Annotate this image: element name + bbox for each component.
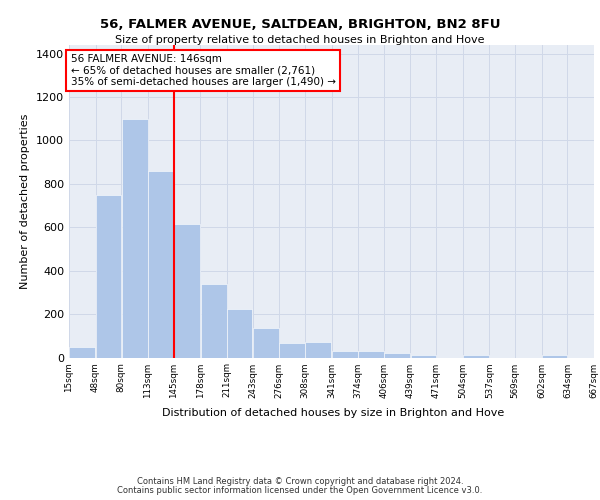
Bar (148, 171, 173, 358)
Text: Size of property relative to detached houses in Brighton and Hove: Size of property relative to detached ho… (115, 35, 485, 45)
Text: Contains public sector information licensed under the Open Government Licence v3: Contains public sector information licen… (118, 486, 482, 495)
Bar (200, 284, 227, 358)
Bar (122, 119, 148, 358)
Bar (542, 355, 567, 358)
Bar (96, 194, 121, 358)
Bar (69, 346, 95, 358)
Bar (358, 351, 383, 358)
Text: Distribution of detached houses by size in Brighton and Hove: Distribution of detached houses by size … (162, 408, 504, 418)
Bar (332, 351, 358, 358)
Bar (410, 355, 436, 358)
Y-axis label: Number of detached properties: Number of detached properties (20, 114, 31, 289)
Bar (253, 328, 279, 358)
Text: 56 FALMER AVENUE: 146sqm
← 65% of detached houses are smaller (2,761)
35% of sem: 56 FALMER AVENUE: 146sqm ← 65% of detach… (71, 54, 335, 87)
Bar (463, 355, 489, 358)
Bar (227, 308, 253, 358)
Bar (280, 344, 305, 357)
Bar (384, 353, 410, 358)
Text: 56, FALMER AVENUE, SALTDEAN, BRIGHTON, BN2 8FU: 56, FALMER AVENUE, SALTDEAN, BRIGHTON, B… (100, 18, 500, 30)
Text: Contains HM Land Registry data © Crown copyright and database right 2024.: Contains HM Land Registry data © Crown c… (137, 477, 463, 486)
Bar (305, 342, 331, 357)
Bar (174, 224, 200, 358)
